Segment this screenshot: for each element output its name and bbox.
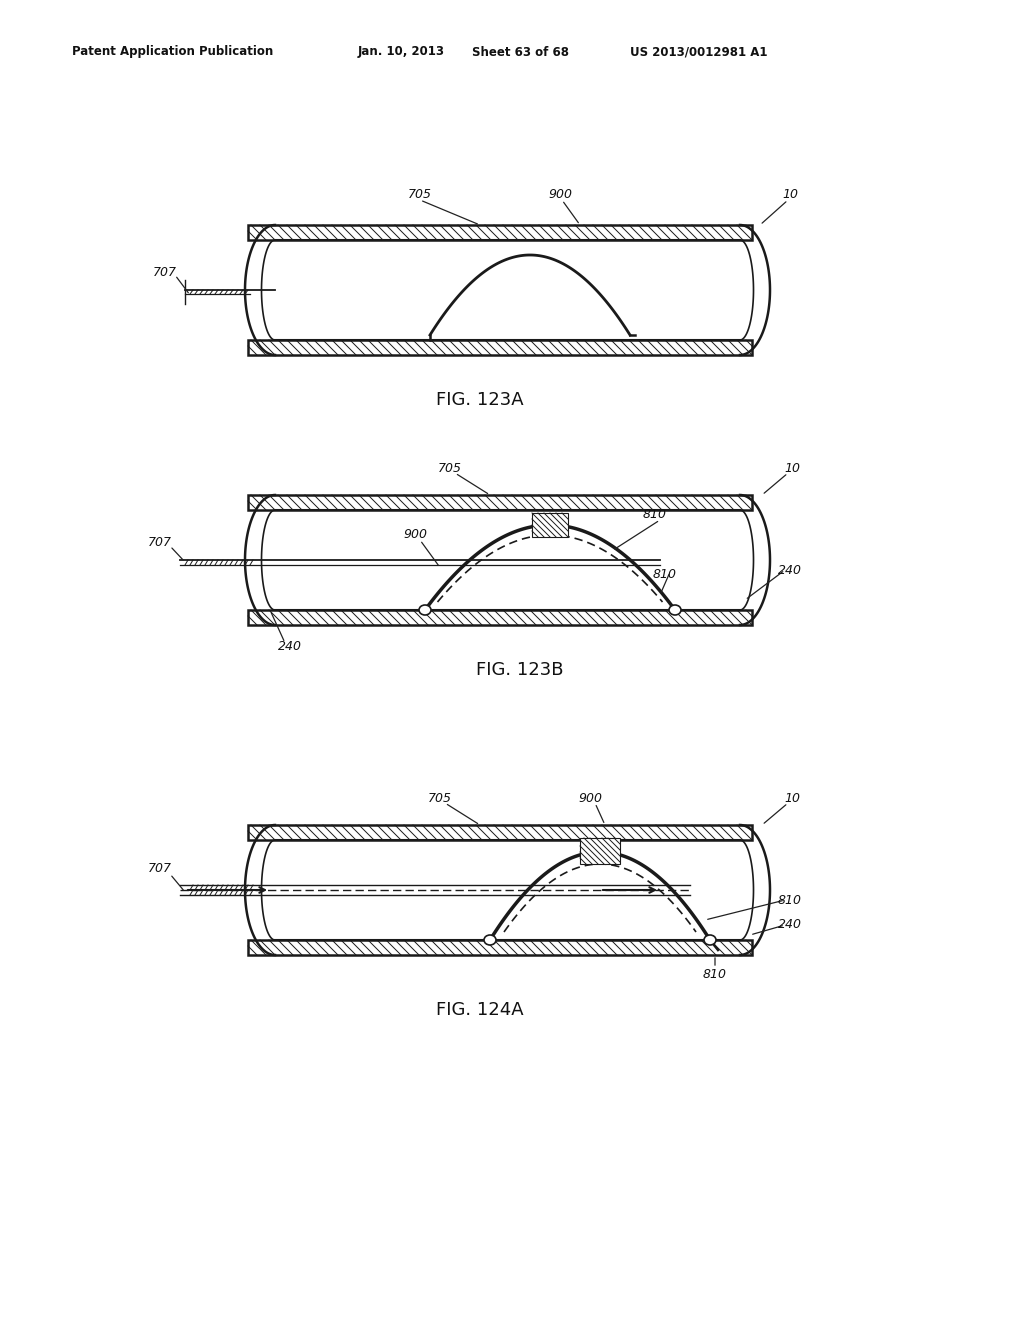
Text: 705: 705 — [428, 792, 452, 804]
Text: 10: 10 — [784, 462, 800, 474]
Ellipse shape — [419, 605, 431, 615]
Text: 810: 810 — [703, 969, 727, 982]
Text: FIG. 124A: FIG. 124A — [436, 1001, 524, 1019]
Bar — [248, 341, 752, 355]
Ellipse shape — [705, 935, 716, 945]
Text: 900: 900 — [548, 189, 572, 202]
Text: FIG. 123B: FIG. 123B — [476, 661, 564, 678]
Text: 707: 707 — [148, 862, 172, 874]
Text: Jan. 10, 2013: Jan. 10, 2013 — [358, 45, 445, 58]
Text: Patent Application Publication: Patent Application Publication — [72, 45, 273, 58]
Text: 705: 705 — [438, 462, 462, 474]
Text: 810: 810 — [643, 508, 667, 521]
Text: 10: 10 — [784, 792, 800, 804]
Bar — [248, 495, 752, 510]
Bar — [248, 825, 752, 840]
Text: 810: 810 — [778, 894, 802, 907]
Bar — [248, 224, 752, 240]
Bar — [248, 610, 752, 624]
Ellipse shape — [484, 935, 496, 945]
Text: 10: 10 — [782, 189, 798, 202]
Text: 240: 240 — [778, 564, 802, 577]
Text: 705: 705 — [408, 189, 432, 202]
Text: 240: 240 — [778, 919, 802, 932]
Bar — [248, 940, 752, 954]
Text: 900: 900 — [578, 792, 602, 804]
Bar — [580, 838, 620, 865]
Text: FIG. 123A: FIG. 123A — [436, 391, 524, 409]
Text: 707: 707 — [153, 265, 177, 279]
Text: 240: 240 — [278, 640, 302, 653]
Text: Sheet 63 of 68: Sheet 63 of 68 — [472, 45, 569, 58]
Text: 900: 900 — [403, 528, 427, 541]
Text: US 2013/0012981 A1: US 2013/0012981 A1 — [630, 45, 768, 58]
Ellipse shape — [669, 605, 681, 615]
Text: 707: 707 — [148, 536, 172, 549]
Text: 810: 810 — [653, 569, 677, 582]
Bar — [532, 513, 568, 537]
